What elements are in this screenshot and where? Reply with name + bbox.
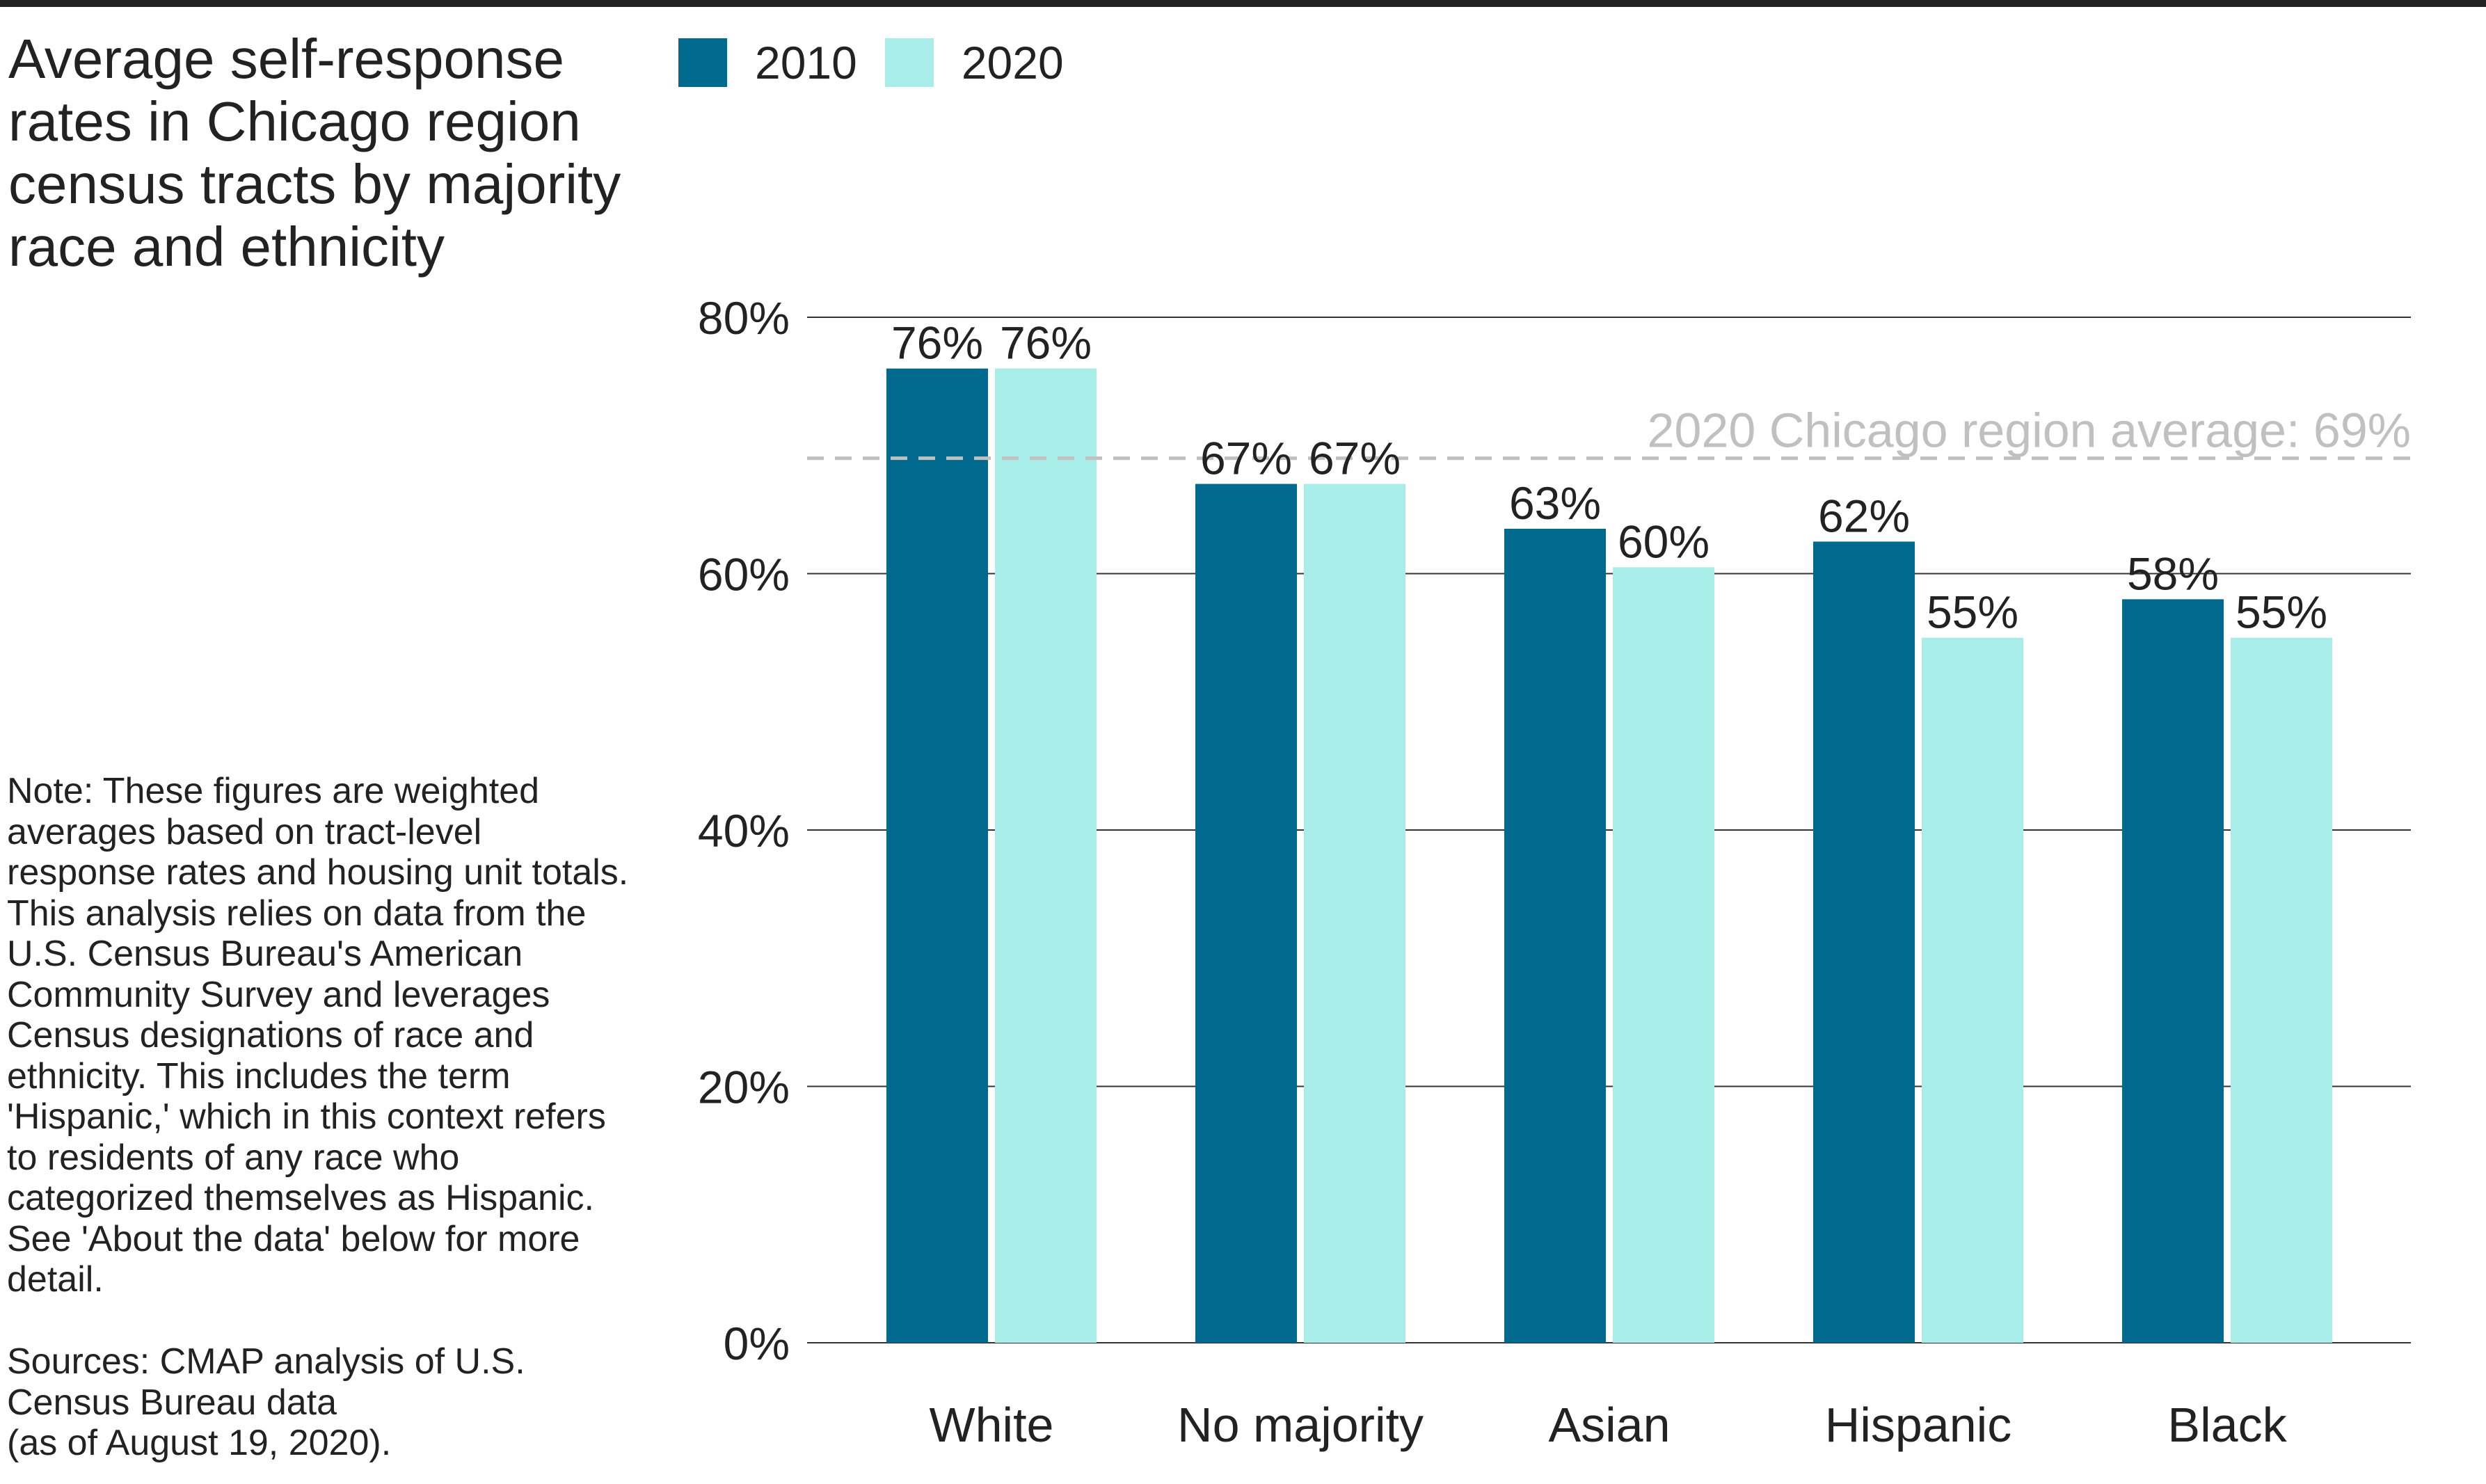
note-text: Note: These figures are weighted average… xyxy=(7,771,629,1300)
top-rule xyxy=(0,0,2486,7)
x-category-label: Black xyxy=(2167,1398,2287,1452)
bar-2010 xyxy=(886,368,988,1343)
bar-2020 xyxy=(2231,637,2332,1343)
y-tick-label: 40% xyxy=(698,805,790,856)
x-category-label: White xyxy=(930,1398,1054,1452)
bar-value-label: 63% xyxy=(1509,477,1601,529)
sources-text: Sources: CMAP analysis of U.S. Census Bu… xyxy=(7,1341,525,1463)
y-tick-label: 20% xyxy=(698,1062,790,1113)
legend-swatch-2020 xyxy=(884,38,934,87)
legend-item-2020: 2020 xyxy=(884,36,1064,89)
legend: 2010 2020 xyxy=(678,35,1092,90)
legend-label-2010: 2010 xyxy=(755,37,857,88)
bar-value-label: 67% xyxy=(1309,433,1401,484)
y-tick-label: 60% xyxy=(698,549,790,600)
bar-2020 xyxy=(1304,484,1405,1343)
bar-value-label: 60% xyxy=(1618,516,1710,567)
x-category-label: No majority xyxy=(1177,1398,1424,1452)
bar-2010 xyxy=(1195,484,1297,1343)
bar-value-label: 76% xyxy=(1000,317,1092,369)
legend-item-2010: 2010 xyxy=(678,36,857,89)
bar-value-label: 58% xyxy=(2127,548,2219,599)
bar-2010 xyxy=(1504,529,1606,1343)
x-category-label: Asian xyxy=(1548,1398,1670,1452)
bar-2020 xyxy=(1613,567,1714,1343)
bar-value-label: 55% xyxy=(2236,587,2327,638)
y-tick-label: 80% xyxy=(698,292,790,344)
bar-2020 xyxy=(995,368,1097,1343)
reference-line-label: 2020 Chicago region average: 69% xyxy=(1648,404,2411,458)
bar-value-label: 76% xyxy=(891,317,983,369)
bar-2010 xyxy=(2122,599,2224,1343)
y-tick-label: 0% xyxy=(724,1318,790,1369)
bar-2020 xyxy=(1922,637,2023,1343)
legend-swatch-2010 xyxy=(678,38,727,87)
bar-2010 xyxy=(1813,541,1915,1343)
x-category-label: Hispanic xyxy=(1825,1398,2011,1452)
bar-value-label: 62% xyxy=(1818,490,1910,541)
bar-value-label: 67% xyxy=(1200,433,1292,484)
legend-label-2020: 2020 xyxy=(961,37,1064,88)
chart-title: Average self-response rates in Chicago r… xyxy=(8,28,621,278)
bar-value-label: 55% xyxy=(1927,587,2018,638)
